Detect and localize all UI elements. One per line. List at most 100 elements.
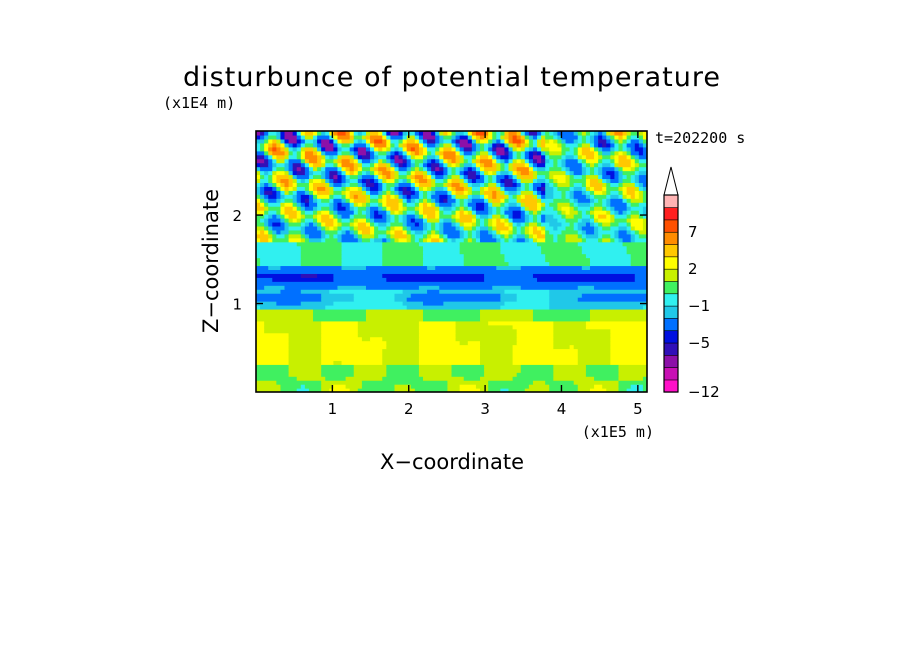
contour-cell: [370, 186, 379, 191]
contour-cell: [630, 218, 644, 223]
contour-cell: [541, 214, 546, 219]
contour-cell: [480, 376, 514, 381]
contour-cell: [496, 146, 506, 152]
contour-cell: [313, 190, 318, 195]
contour-cell: [565, 194, 571, 199]
contour-cell: [386, 150, 391, 156]
contour-cell: [553, 194, 563, 199]
contour-cell: [402, 190, 412, 195]
contour-cell: [622, 182, 636, 187]
contour-cell: [585, 233, 599, 239]
contour-cell: [256, 241, 298, 247]
contour-cell: [422, 225, 428, 231]
contour-cell: [541, 218, 546, 223]
contour-cell: [577, 221, 587, 227]
contour-cell: [504, 210, 514, 215]
contour-cell: [439, 198, 444, 203]
contour-cell: [614, 170, 620, 176]
contour-cell: [256, 372, 290, 377]
contour-cell: [418, 352, 481, 357]
contour-cell: [280, 388, 298, 392]
contour-cell: [520, 150, 526, 156]
contour-cell: [602, 162, 611, 168]
contour-cell: [642, 138, 647, 144]
contour-cell: [394, 388, 416, 392]
contour-cell: [630, 229, 636, 235]
contour-cell: [496, 194, 506, 199]
contour-cell: [378, 178, 383, 183]
contour-cell: [492, 214, 501, 219]
contour-cell: [516, 233, 526, 239]
contour-cell: [504, 162, 510, 168]
contour-cell: [455, 138, 461, 144]
contour-cell: [410, 225, 424, 231]
contour-cell: [422, 214, 428, 219]
contour-cell: [317, 190, 330, 195]
contour-cell: [390, 214, 396, 219]
contour-cell: [516, 174, 522, 180]
contour-cell: [471, 142, 477, 148]
contour-cell: [317, 134, 330, 140]
contour-cell: [321, 336, 363, 342]
contour-cell: [300, 218, 306, 223]
contour-cell: [325, 166, 339, 172]
contour-cell: [622, 131, 628, 136]
contour-cell: [321, 368, 355, 373]
contour-cell: [606, 131, 611, 136]
contour-cell: [268, 138, 273, 144]
contour-cell: [447, 166, 453, 172]
contour-cell: [256, 186, 261, 191]
contour-cell: [280, 265, 343, 270]
contour-cell: [304, 206, 314, 211]
contour-cell: [422, 308, 481, 314]
contour-cell: [443, 162, 449, 168]
contour-cell: [581, 293, 647, 298]
contour-cell: [304, 225, 318, 231]
contour-cell: [313, 316, 367, 322]
contour-cell: [622, 190, 628, 195]
contour-cell: [390, 162, 396, 168]
contour-cell: [292, 198, 298, 203]
contour-cell: [276, 162, 286, 168]
contour-cell: [455, 336, 518, 342]
contour-cell: [382, 261, 424, 267]
contour-cell: [537, 166, 546, 172]
contour-cell: [341, 158, 351, 164]
contour-cell: [394, 170, 400, 176]
contour-cell: [288, 150, 294, 156]
contour-cell: [390, 206, 400, 211]
contour-cell: [260, 261, 302, 267]
contour-cell: [317, 221, 322, 227]
contour-cell: [638, 142, 644, 148]
contour-cell: [471, 166, 477, 172]
contour-cell: [313, 162, 322, 168]
contour-cell: [357, 324, 420, 330]
contour-cell: [345, 131, 351, 136]
contour-cell: [288, 233, 302, 239]
contour-cell: [260, 186, 265, 191]
contour-cell: [622, 174, 628, 180]
contour-cell: [382, 245, 424, 251]
contour-cell: [585, 194, 591, 199]
contour-cell: [512, 348, 579, 354]
contour-cell: [496, 138, 501, 144]
contour-cell: [333, 277, 387, 282]
contour-cell: [256, 174, 261, 180]
contour-cell: [325, 146, 334, 152]
contour-cell: [475, 174, 481, 180]
contour-cell: [422, 170, 428, 176]
contour-cell: [284, 138, 290, 144]
contour-cell: [642, 190, 647, 195]
contour-cell: [488, 225, 493, 231]
contour-cell: [341, 178, 347, 183]
contour-cell: [296, 214, 302, 219]
contour-cell: [537, 142, 542, 148]
contour-cell: [300, 214, 306, 219]
contour-cell: [459, 146, 465, 152]
contour-cell: [471, 186, 481, 191]
contour-cell: [471, 182, 481, 187]
contour-cell: [618, 229, 628, 235]
contour-cell: [370, 206, 379, 211]
contour-cell: [414, 131, 420, 136]
contour-cell: [382, 186, 387, 191]
